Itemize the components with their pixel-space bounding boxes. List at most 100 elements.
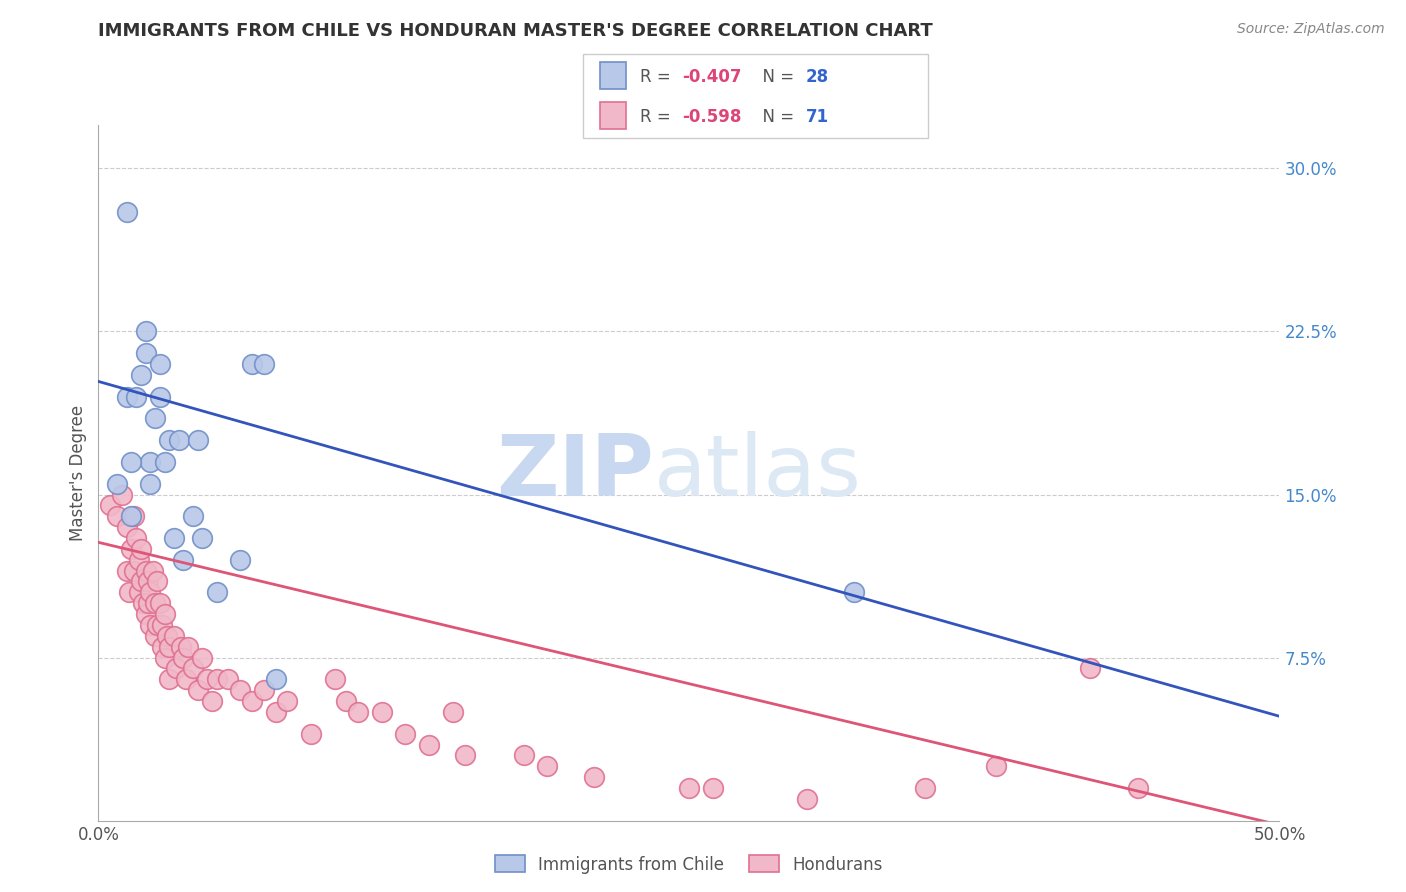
Point (143, 629, 166, 643)
Point (264, 673, 287, 687)
Point (217, 673, 239, 687)
Point (157, 640, 180, 654)
Point (150, 618, 173, 632)
Point (205, 673, 228, 687)
Point (105, 509, 128, 524)
Point (394, 726, 416, 740)
Text: N =: N = (752, 69, 800, 87)
Point (253, 357, 276, 371)
Point (122, 509, 145, 524)
Point (678, 780, 700, 795)
Point (181, 509, 204, 524)
Point (335, 694, 357, 708)
Point (139, 585, 162, 599)
Point (914, 780, 936, 795)
Point (240, 694, 263, 708)
Point (163, 531, 186, 545)
Text: IMMIGRANTS FROM CHILE VS HONDURAN MASTER'S DEGREE CORRELATION CHART: IMMIGRANTS FROM CHILE VS HONDURAN MASTER… (98, 22, 934, 40)
Point (129, 574, 152, 589)
Point (172, 552, 194, 567)
Point (132, 596, 155, 610)
Point (128, 585, 150, 599)
Text: -0.407: -0.407 (682, 69, 741, 87)
Point (984, 759, 1007, 773)
Point (157, 433, 180, 447)
Point (536, 759, 558, 773)
Point (121, 455, 143, 469)
Point (253, 683, 276, 698)
Text: atlas: atlas (654, 431, 862, 515)
Point (844, 585, 866, 599)
Point (136, 574, 159, 589)
Point (441, 705, 464, 719)
Point (115, 204, 138, 219)
Point (121, 541, 143, 556)
Point (177, 640, 200, 654)
Point (136, 596, 159, 610)
Point (163, 629, 186, 643)
Point (229, 552, 252, 567)
Point (146, 618, 169, 632)
Point (98, 499, 121, 513)
Point (229, 683, 252, 698)
Point (115, 564, 138, 578)
Point (702, 780, 724, 795)
Point (172, 650, 194, 665)
Point (299, 726, 322, 740)
Point (181, 661, 204, 675)
Point (170, 640, 193, 654)
Text: N =: N = (752, 108, 800, 126)
Point (135, 325, 157, 339)
Point (118, 585, 141, 599)
Point (135, 607, 157, 621)
Point (121, 509, 143, 524)
Text: Source: ZipAtlas.com: Source: ZipAtlas.com (1237, 22, 1385, 37)
Point (150, 640, 173, 654)
Point (128, 552, 150, 567)
Point (174, 673, 197, 687)
Point (453, 748, 475, 763)
Point (195, 673, 218, 687)
Point (583, 770, 606, 784)
Point (156, 629, 179, 643)
Point (149, 596, 172, 610)
Text: -0.598: -0.598 (682, 108, 741, 126)
Point (129, 541, 152, 556)
Point (167, 433, 190, 447)
Point (105, 476, 128, 491)
Point (264, 705, 287, 719)
Point (165, 661, 187, 675)
Point (371, 705, 394, 719)
Point (187, 433, 209, 447)
Point (201, 694, 224, 708)
Point (143, 411, 166, 425)
Point (153, 650, 176, 665)
Point (796, 792, 818, 806)
Point (125, 390, 148, 404)
Point (347, 705, 370, 719)
Text: ZIP: ZIP (496, 431, 654, 515)
Point (1080, 661, 1102, 675)
Point (276, 694, 298, 708)
Point (122, 564, 145, 578)
Point (125, 531, 148, 545)
Point (135, 346, 157, 360)
Point (139, 618, 162, 632)
Point (146, 574, 169, 589)
Point (139, 455, 162, 469)
Point (323, 673, 346, 687)
Text: R =: R = (640, 108, 676, 126)
Point (115, 390, 138, 404)
Point (153, 455, 176, 469)
Point (157, 673, 180, 687)
Point (1126, 780, 1149, 795)
Point (135, 564, 157, 578)
Point (111, 487, 134, 501)
Point (129, 368, 152, 382)
Point (191, 531, 214, 545)
Point (143, 596, 166, 610)
Point (139, 476, 162, 491)
Point (205, 585, 228, 599)
Y-axis label: Master's Degree: Master's Degree (69, 405, 87, 541)
Text: R =: R = (640, 69, 676, 87)
